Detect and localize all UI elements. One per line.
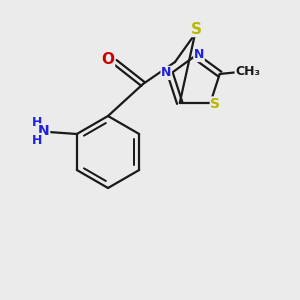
Text: S: S xyxy=(190,22,202,37)
Text: H: H xyxy=(32,134,42,146)
Text: N: N xyxy=(194,49,204,62)
Text: H: H xyxy=(32,116,42,130)
Text: CH₃: CH₃ xyxy=(235,65,260,79)
Text: N: N xyxy=(161,67,172,80)
Text: S: S xyxy=(210,97,220,111)
Text: N: N xyxy=(38,124,50,138)
Text: O: O xyxy=(101,52,115,67)
